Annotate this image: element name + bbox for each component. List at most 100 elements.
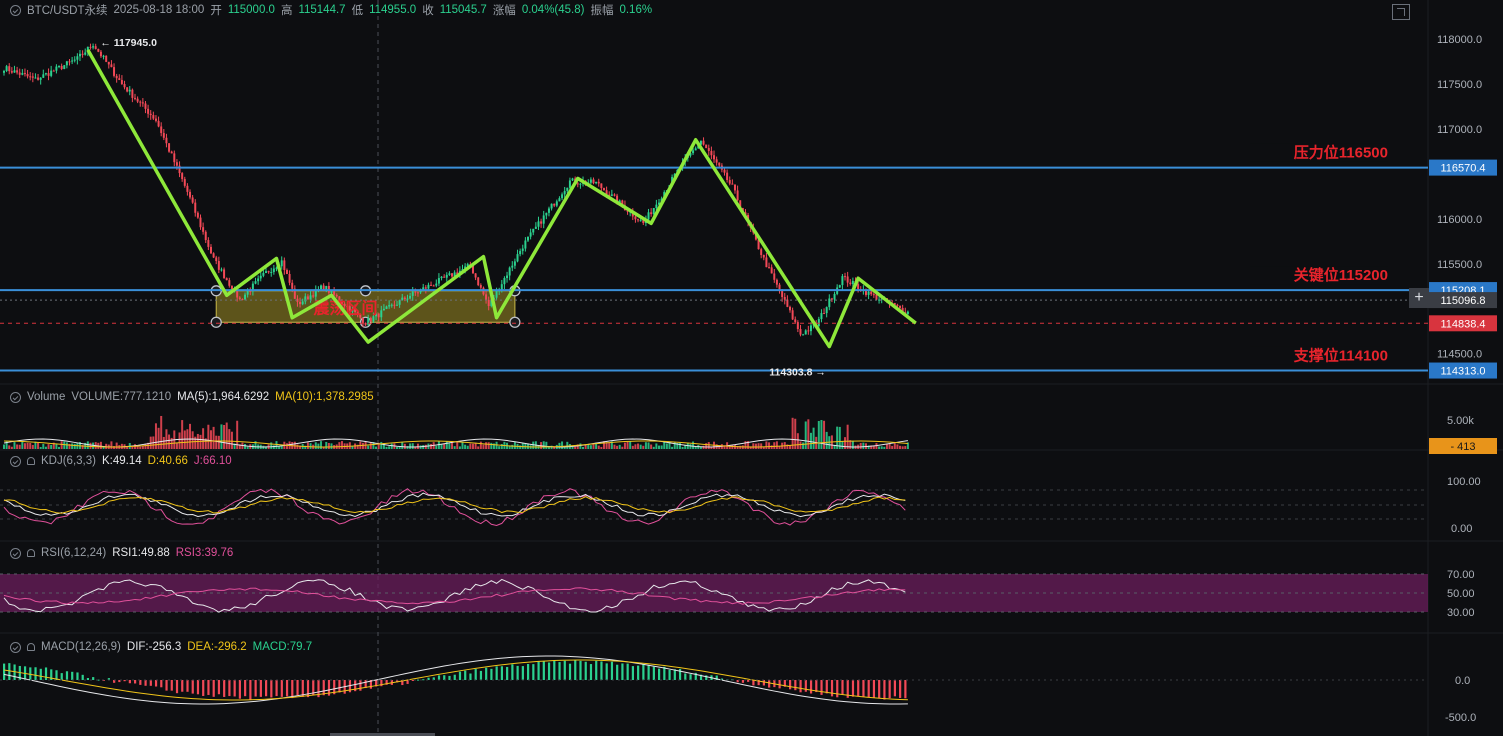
candle-body [731, 183, 734, 185]
macd-histogram-bar [39, 668, 42, 680]
macd-histogram-bar [118, 680, 121, 683]
candle-body [655, 204, 658, 208]
macd-histogram-bar [348, 680, 352, 693]
volume-bar [754, 443, 757, 449]
kdj-tick-label: 0.00 [1451, 523, 1472, 535]
eye-icon[interactable] [10, 391, 21, 403]
candle-body [867, 291, 870, 295]
candle-body [443, 276, 446, 278]
y-tick-label: 115500.0 [1437, 259, 1482, 271]
candle-body [718, 162, 721, 166]
volume-bar [899, 445, 902, 449]
eye-icon[interactable] [10, 4, 21, 16]
candle-body [42, 74, 45, 78]
macd-histogram-bar [244, 680, 247, 697]
volume-bar [178, 432, 181, 449]
volume-bar [901, 446, 904, 449]
volume-bar [490, 442, 493, 449]
candle-body [118, 78, 121, 81]
candle-body [236, 288, 239, 298]
macd-histogram-bar [333, 680, 336, 695]
candle-body [658, 202, 660, 205]
macd-histogram-bar [542, 661, 545, 680]
volume-bar [888, 443, 891, 449]
volume-bar [519, 445, 522, 449]
volume-bar [883, 446, 886, 449]
candle-body [291, 282, 294, 289]
volume-bar [21, 441, 24, 449]
volume-bar [699, 446, 702, 449]
eye-icon[interactable] [10, 547, 21, 559]
macd-histogram-bar [406, 680, 409, 684]
rsi-header: RSI(6,12,24) RSI1:49.88 RSI3:39.76 [10, 544, 233, 562]
candle-body [293, 288, 296, 299]
bell-icon[interactable] [27, 643, 35, 651]
volume-bar [765, 441, 768, 449]
candle-body [705, 144, 708, 149]
candle-body [309, 295, 312, 300]
bell-icon[interactable] [27, 549, 35, 557]
volume-bar [634, 444, 637, 449]
volume-bar [26, 442, 29, 449]
volume-bar [309, 443, 312, 449]
volume-bar [144, 443, 147, 449]
current-price-badge [1429, 292, 1497, 309]
macd-histogram-bar [851, 680, 855, 697]
amplitude-value: 0.16% [619, 4, 653, 16]
volume-bar [794, 418, 797, 449]
macd-histogram-bar [705, 675, 708, 680]
bell-icon[interactable] [27, 457, 35, 465]
candle-body [335, 294, 338, 297]
candle-body [689, 153, 692, 156]
volume-bar [789, 445, 791, 449]
volume-bar [893, 443, 896, 449]
macd-histogram-bar [883, 680, 886, 700]
volume-bar [571, 446, 574, 449]
eye-icon[interactable] [10, 455, 21, 467]
candle-body [369, 318, 372, 322]
amplitude-label: 振幅 [590, 5, 614, 17]
candle-body [257, 278, 260, 282]
candle-body [223, 269, 226, 279]
macd-histogram-bar [809, 680, 813, 694]
rsi3-line [3, 587, 906, 605]
macd-tick-label: -500.0 [1445, 712, 1476, 724]
volume-bar [168, 434, 171, 449]
macd-histogram-bar [658, 668, 661, 680]
volume-bar [275, 441, 278, 449]
volume-header: Volume VOLUME:777.1210 MA(5):1,964.6292 … [10, 388, 374, 406]
crosshair-plus-button[interactable]: + [1409, 288, 1429, 308]
expand-icon[interactable] [1392, 4, 1410, 20]
volume-bar [623, 442, 626, 449]
candle-body [519, 250, 522, 255]
volume-bar [618, 444, 621, 449]
macd-histogram-bar [317, 680, 320, 698]
macd-histogram-bar [574, 660, 577, 680]
macd-histogram-bar [123, 680, 126, 682]
candle-body [299, 301, 302, 305]
candle-body [692, 150, 695, 154]
volume-bar [270, 442, 273, 449]
rsi-title: RSI(6,12,24) [41, 547, 107, 559]
candle-body [396, 304, 398, 306]
rsi-tick-label: 30.00 [1447, 607, 1475, 619]
candle-body [416, 292, 419, 294]
macd-histogram-bar [427, 677, 430, 680]
close-value: 115045.7 [439, 4, 487, 16]
volume-bar [396, 446, 398, 449]
volume-bar [377, 442, 380, 449]
candle-body [846, 276, 849, 283]
eye-icon[interactable] [10, 641, 21, 653]
time-scrollbar[interactable] [330, 733, 435, 736]
candle-body [76, 56, 79, 60]
volume-bar [115, 442, 118, 449]
candle-body [707, 148, 710, 151]
volume-bar [524, 443, 527, 449]
symbol-label[interactable]: BTC/USDT永续 [27, 5, 108, 17]
candle-body [131, 89, 134, 98]
macd-histogram-bar [537, 661, 540, 680]
rsi1-line [3, 578, 906, 613]
volume-bar [823, 420, 826, 449]
candle-body [477, 277, 480, 286]
